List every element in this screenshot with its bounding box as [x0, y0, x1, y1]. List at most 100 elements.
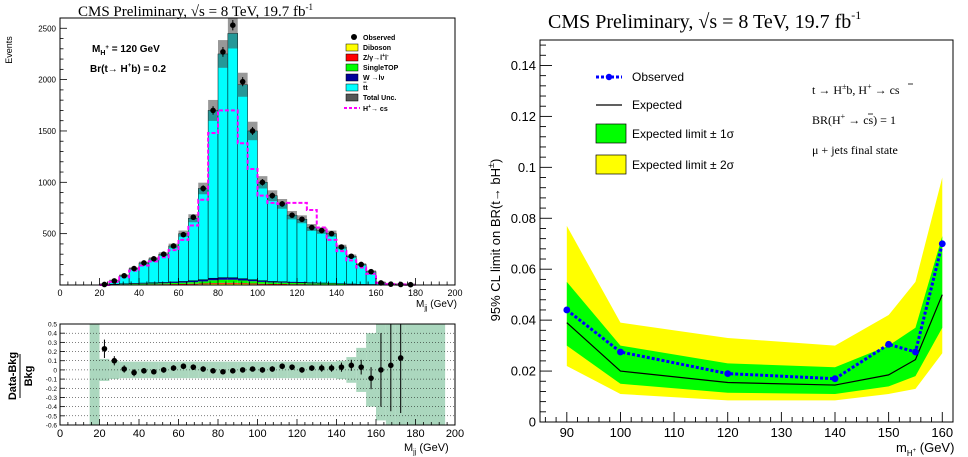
y-tick-label: 2000	[38, 76, 56, 85]
svg-text:tt: tt	[363, 85, 368, 92]
residual-panel: 0 20 40 60 80 100 120 140 160 180 200 -0.6 -0.5 -0.4 -…	[7, 322, 464, 457]
residual-point	[101, 345, 108, 352]
svg-text:Expected: Expected	[632, 98, 682, 112]
right-xlabel: mH+ (GeV)	[896, 440, 954, 457]
x-tick-label: 40	[134, 288, 144, 298]
x-tick-label: 200	[447, 288, 462, 298]
bar-singletop	[336, 283, 347, 285]
observed-point	[617, 348, 624, 356]
obs-point	[338, 244, 345, 250]
residual-point	[210, 368, 216, 374]
obs-point	[397, 281, 404, 288]
residual-point	[220, 368, 226, 375]
bar-diboson	[218, 283, 228, 285]
obs-point	[348, 253, 355, 260]
obs-point	[170, 243, 177, 249]
bar-ttbar	[168, 245, 179, 283]
observed-point	[912, 348, 919, 356]
bar-zjets	[208, 283, 218, 284]
obs-point	[269, 192, 276, 199]
x-tick-label: 20	[93, 428, 105, 440]
bar-wjets	[218, 277, 228, 280]
expected-line	[566, 294, 943, 386]
residual-point	[249, 366, 256, 372]
signal-line	[99, 109, 416, 286]
observed-point	[724, 370, 732, 378]
obs-point	[121, 272, 127, 279]
bar-ttbar	[296, 219, 308, 283]
y-tick-label: 0.02	[511, 364, 536, 379]
y-tick-label: 0.06	[511, 262, 536, 277]
bar-zjets	[277, 283, 288, 285]
bar-diboson	[208, 283, 218, 285]
bar-ttbar	[326, 233, 337, 284]
legend-expected-limit: Expected	[596, 98, 682, 112]
x-tick-label: 120	[289, 288, 304, 298]
y-tick-label: 2500	[38, 24, 56, 33]
legend-zjets: Z/γ→l+l-	[345, 53, 389, 62]
decay-annotation: t → H±b, H+ → cs	[812, 82, 900, 97]
legend-observed: Observed	[351, 34, 395, 42]
y-tick-label: 0.12	[511, 109, 536, 124]
residual-point	[348, 362, 355, 369]
residual-point	[318, 365, 325, 371]
residual-point	[328, 365, 335, 371]
limit-lines	[563, 240, 946, 386]
y-tick-label: -0.5	[46, 413, 58, 420]
obs-point	[111, 278, 118, 284]
y-tick-label: 0.4	[48, 331, 57, 338]
residual-point	[230, 368, 236, 374]
svg-text:Expected limit ± 2σ: Expected limit ± 2σ	[632, 158, 735, 172]
right-axes: 90 100 110 120 130 140 150 160 0 0.02 0.04 0.06 0.08…	[511, 44, 954, 440]
bar-wjets	[178, 281, 189, 283]
bar-singletop	[287, 282, 297, 285]
y-tick-label: 0	[53, 367, 57, 374]
obs-point	[190, 214, 197, 221]
residual-point	[378, 367, 384, 373]
residual-point	[299, 367, 305, 373]
bar-singletop	[168, 282, 179, 285]
x-tick-label: 110	[664, 425, 685, 440]
x-tick-label: 90	[560, 425, 574, 440]
obs-point	[299, 216, 305, 223]
bar-ttbar	[188, 218, 199, 281]
top-left-histogram: CMS Preliminary, √s = 8 TeV, 19.7 fb-1 E…	[4, 2, 463, 312]
svg-text:Observed: Observed	[363, 35, 395, 42]
y-tick-label: 0.1	[518, 160, 536, 175]
bar-zjets	[168, 284, 179, 285]
x-tick-label: 60	[173, 288, 183, 298]
residual-point	[368, 375, 374, 381]
residual-xlabel: Mjj (GeV)	[404, 442, 449, 456]
band-segment	[99, 358, 110, 381]
top-left-ylabel: Events	[4, 36, 14, 64]
legend-total-unc: Total Unc.	[345, 93, 396, 102]
br-annotation: Br(t→ H+b) = 0.2	[90, 63, 166, 75]
y-tick-label: -0.6	[46, 423, 58, 430]
obs-point	[318, 227, 325, 234]
obs-point	[358, 261, 364, 268]
x-tick-label: 40	[133, 428, 145, 440]
unc-band	[227, 18, 238, 49]
obs-point	[101, 281, 108, 288]
top-left-legend: Observed Diboson Z/γ→l+l- SingleTOP W →l…	[344, 34, 399, 113]
mass-annotation: MH+ = 120 GeV	[92, 44, 160, 57]
bar-wjets	[227, 277, 238, 280]
bar-ttbar	[158, 253, 169, 283]
bar-diboson	[227, 283, 238, 285]
x-tick-label: 200	[446, 428, 464, 440]
legend-band2: Expected limit ± 2σ	[595, 154, 735, 175]
x-tick-label: 20	[94, 288, 104, 298]
x-tick-label: 60	[172, 428, 184, 440]
br-limit-annotation: BR(H+ → cs) = 1	[812, 112, 896, 127]
obs-point	[279, 201, 285, 207]
obs-point	[230, 22, 236, 28]
bar-wjets	[297, 282, 307, 284]
right-legend: Observed Expected Expected limit ± 1σ Ex…	[595, 70, 735, 175]
bar-singletop	[198, 281, 209, 284]
band-segment	[415, 324, 446, 425]
obs-point	[259, 179, 266, 186]
svg-text:Total Unc.: Total Unc.	[363, 95, 396, 102]
residual-point	[239, 367, 246, 373]
obs-point	[131, 265, 137, 272]
bar-wjets	[158, 282, 169, 284]
